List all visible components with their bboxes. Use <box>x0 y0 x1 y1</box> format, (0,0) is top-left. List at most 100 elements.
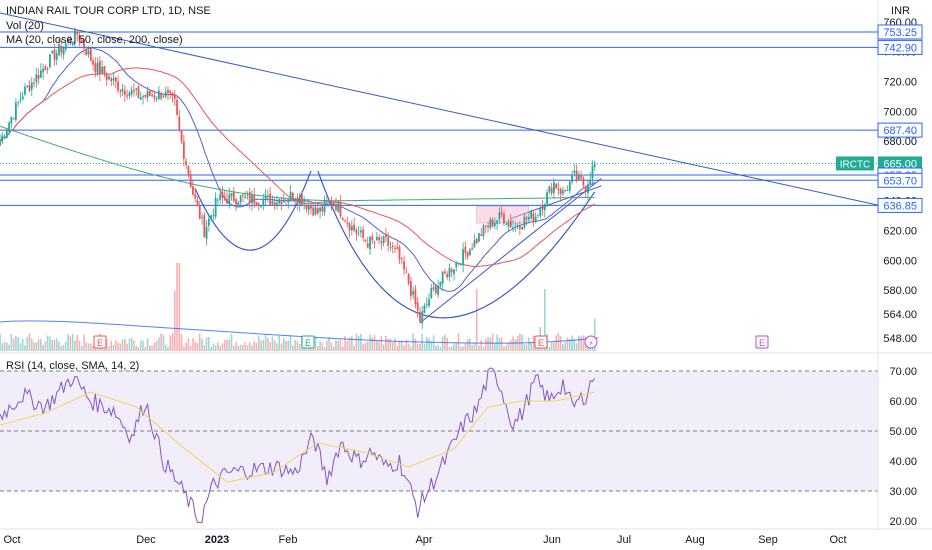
candle-body <box>552 182 555 194</box>
candle-body <box>541 207 544 210</box>
earnings-marker-label: E <box>759 338 765 348</box>
volume-bar <box>169 335 172 351</box>
volume-bar <box>532 335 535 351</box>
volume-bar <box>473 343 476 351</box>
candle-body <box>248 191 251 203</box>
candle-body <box>251 194 253 204</box>
volume-bar <box>133 340 135 351</box>
candle-body <box>507 222 510 227</box>
candle-body <box>148 91 151 96</box>
candle-body <box>589 179 592 185</box>
candle-body <box>194 194 197 199</box>
candle-body <box>133 90 135 92</box>
ma50-line <box>0 67 595 268</box>
candle-body <box>303 203 306 205</box>
volume-bar <box>185 342 187 351</box>
candle-body <box>78 35 81 42</box>
volume-bar <box>478 345 480 351</box>
candle-body <box>335 204 337 210</box>
price-level-label: 753.25 <box>883 27 917 39</box>
volume-bar <box>228 339 231 351</box>
time-tick-label: Aug <box>685 534 705 546</box>
volume-bar <box>151 345 153 351</box>
volume-bar <box>407 343 410 351</box>
candle-body <box>285 199 287 201</box>
candle-body <box>471 248 474 250</box>
candle-body <box>153 95 156 98</box>
volume-bar <box>321 343 324 351</box>
candle-body <box>239 195 242 203</box>
volume-bar <box>337 340 340 351</box>
earnings-marker: E <box>93 335 107 349</box>
candle-body <box>314 207 317 215</box>
rsi-legend: RSI (14, close, SMA, 14, 2) <box>6 360 140 372</box>
candle-body <box>278 199 281 204</box>
candle-body <box>151 94 153 96</box>
candle-body <box>87 50 90 55</box>
candle-body <box>112 78 115 81</box>
candle-body <box>89 48 92 61</box>
cup-drawing <box>194 170 312 251</box>
candle-body <box>173 95 176 100</box>
volume-bar <box>389 338 392 351</box>
price-tick-label: 548.00 <box>883 333 917 345</box>
volume-bar <box>205 337 208 351</box>
volume-bar <box>423 343 426 351</box>
volume-bar <box>555 335 557 351</box>
volume-bar <box>369 334 371 351</box>
candle-body <box>28 85 31 91</box>
volume-bar <box>453 344 455 351</box>
candle-body <box>409 281 412 296</box>
volume-bar <box>60 345 63 351</box>
volume-bar <box>53 339 56 351</box>
rsi-tick-label: 70.00 <box>889 366 917 378</box>
candle-body <box>158 90 160 99</box>
volume-bar <box>494 342 496 351</box>
volume-bar <box>437 345 439 351</box>
time-tick-label: Jun <box>543 534 561 546</box>
volume-bar <box>398 340 401 351</box>
volume-bar <box>394 338 396 351</box>
candle-body <box>114 77 117 82</box>
candle-body <box>37 74 40 79</box>
time-tick-label: 2023 <box>205 534 229 546</box>
volume-bar <box>210 346 212 351</box>
candle-body <box>357 233 360 235</box>
earnings-marker-box <box>301 335 315 349</box>
candle-body <box>503 213 505 224</box>
candle-body <box>550 187 553 194</box>
volume-bar <box>137 346 140 351</box>
candle-body <box>566 189 569 191</box>
candle-body <box>473 240 476 248</box>
uptrend-line <box>419 177 602 324</box>
candle-body <box>389 247 392 249</box>
candle-body <box>301 194 303 206</box>
candle-body <box>14 102 17 120</box>
candle-body <box>396 246 399 249</box>
volume-bar <box>460 346 462 351</box>
volume-bar <box>382 344 385 351</box>
candle-body <box>58 44 60 56</box>
candle-body <box>226 199 228 204</box>
volume-bar <box>260 340 262 351</box>
volume-bar <box>12 338 15 351</box>
volume-bar <box>214 345 217 351</box>
candle-body <box>346 223 349 224</box>
volume-bar <box>171 333 174 351</box>
volume-bar <box>8 344 10 351</box>
volume-bar <box>298 343 301 351</box>
volume-bar <box>364 342 367 351</box>
volume-bar <box>42 345 44 351</box>
price-label: 687.40 <box>877 122 923 138</box>
volume-bar <box>480 340 483 351</box>
volume-bar <box>83 334 85 351</box>
volume-bar <box>67 334 69 351</box>
volume-bar <box>114 340 117 351</box>
volume-bar <box>76 334 78 351</box>
candle-body <box>562 190 564 194</box>
dividend-marker-circle <box>584 335 598 349</box>
volume-bar <box>344 335 346 351</box>
price-level-box <box>877 172 923 188</box>
volume-bar <box>55 338 58 351</box>
